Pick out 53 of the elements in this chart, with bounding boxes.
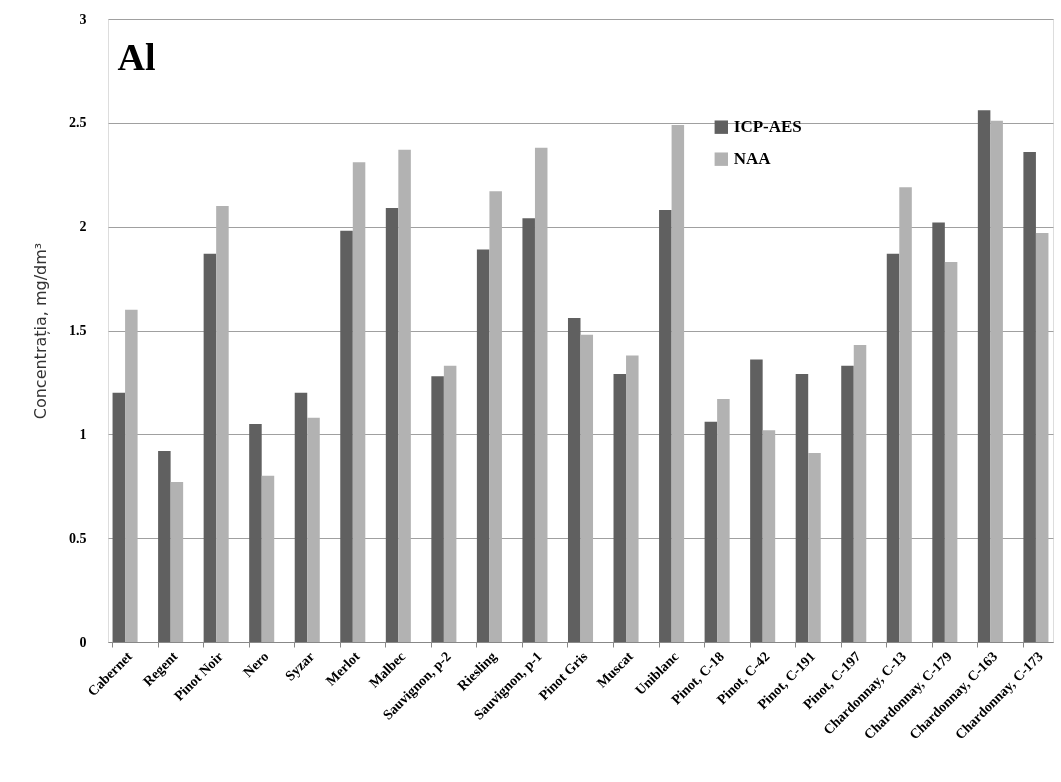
bar bbox=[795, 374, 809, 642]
bar bbox=[899, 187, 912, 642]
bar bbox=[580, 334, 594, 642]
bar bbox=[307, 417, 320, 642]
bar bbox=[398, 149, 411, 642]
chart-title: Al bbox=[117, 36, 156, 78]
y-tick-label: 3 bbox=[79, 11, 87, 27]
bar bbox=[853, 345, 867, 642]
bar bbox=[203, 253, 217, 642]
legend-label: NAA bbox=[733, 149, 772, 169]
bar bbox=[158, 450, 171, 642]
bar bbox=[385, 207, 399, 642]
bar bbox=[990, 120, 1003, 642]
y-tick-label: 0.5 bbox=[69, 530, 87, 546]
y-tick-label: 1.5 bbox=[69, 323, 87, 338]
y-tick-label: 2 bbox=[79, 219, 87, 235]
bar bbox=[352, 162, 366, 642]
bar bbox=[522, 218, 535, 642]
y-axis-title: Concentrația, mg/dm³ bbox=[31, 242, 50, 420]
bar bbox=[112, 392, 126, 642]
bar bbox=[626, 355, 639, 642]
bar bbox=[261, 475, 275, 642]
y-tick-label: 2.5 bbox=[69, 115, 87, 131]
y-tick-label: 0 bbox=[79, 634, 87, 650]
bar bbox=[1023, 151, 1036, 642]
bar bbox=[886, 253, 900, 642]
bar bbox=[750, 359, 763, 642]
bar bbox=[762, 430, 776, 642]
bar bbox=[476, 249, 490, 642]
bar bbox=[977, 110, 991, 642]
bar bbox=[125, 309, 138, 642]
bar bbox=[216, 205, 229, 642]
bar bbox=[1035, 232, 1049, 642]
bar bbox=[431, 376, 444, 642]
bar bbox=[841, 365, 854, 642]
legend-label: ICP-AES bbox=[733, 117, 802, 137]
bar bbox=[489, 191, 502, 642]
bar bbox=[944, 261, 958, 642]
bar bbox=[671, 124, 685, 642]
bar bbox=[443, 365, 457, 642]
bar bbox=[808, 453, 821, 642]
bar bbox=[567, 318, 581, 642]
bar bbox=[717, 399, 730, 642]
bar bbox=[932, 222, 945, 642]
bar bbox=[534, 147, 548, 642]
y-tick-label: 1 bbox=[79, 426, 87, 442]
bar bbox=[249, 423, 262, 642]
bar bbox=[659, 210, 672, 642]
bar bbox=[613, 374, 627, 642]
bar bbox=[704, 421, 718, 642]
bar bbox=[170, 482, 184, 642]
bar bbox=[294, 392, 308, 642]
bar bbox=[340, 230, 353, 642]
